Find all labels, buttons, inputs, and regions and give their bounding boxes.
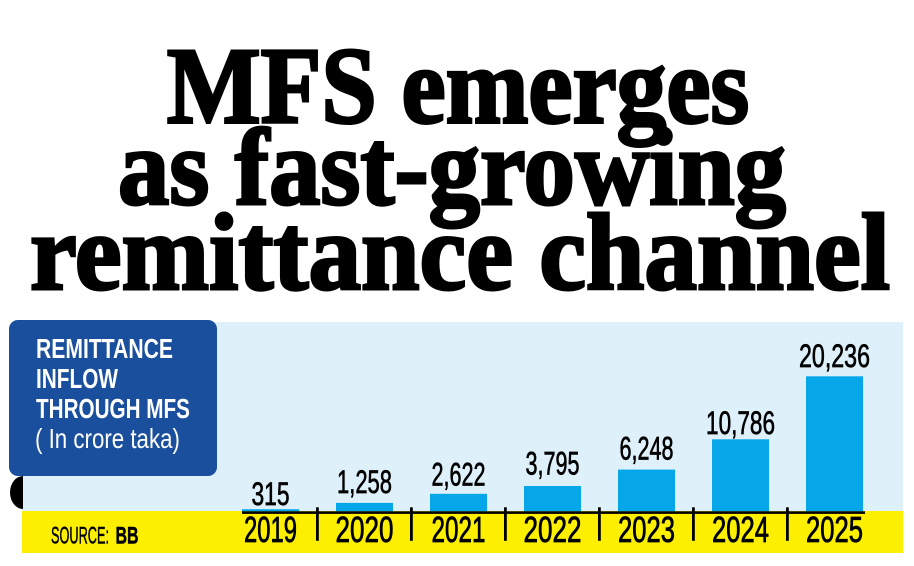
svg-text:2024: 2024: [712, 510, 769, 550]
svg-text:6,248: 6,248: [620, 430, 674, 466]
svg-text:2022: 2022: [524, 509, 582, 550]
svg-text:BB: BB: [116, 522, 139, 549]
svg-text:SOURCE:: SOURCE:: [51, 522, 109, 550]
svg-text:2023: 2023: [618, 510, 675, 550]
svg-text:( In crore taka): ( In crore taka): [35, 424, 180, 455]
svg-text:2021: 2021: [432, 509, 486, 550]
svg-text:INFLOW: INFLOW: [36, 364, 119, 395]
svg-text:remittance channel: remittance channel: [30, 193, 890, 313]
svg-text:2025: 2025: [806, 510, 863, 550]
svg-text:315: 315: [252, 476, 290, 512]
svg-text:1,258: 1,258: [337, 464, 392, 500]
svg-text:REMITTANCE: REMITTANCE: [36, 334, 173, 364]
svg-text:2,622: 2,622: [432, 456, 486, 492]
svg-text:2020: 2020: [336, 509, 394, 550]
svg-text:MFS emerges: MFS emerges: [167, 25, 749, 146]
svg-text:3,795: 3,795: [526, 445, 580, 481]
svg-text:20,236: 20,236: [799, 338, 870, 373]
svg-text:10,786: 10,786: [706, 405, 775, 441]
svg-text:2019: 2019: [244, 509, 297, 550]
svg-text:THROUGH MFS: THROUGH MFS: [36, 394, 190, 425]
svg-text:as fast-growing: as fast-growing: [118, 107, 786, 227]
